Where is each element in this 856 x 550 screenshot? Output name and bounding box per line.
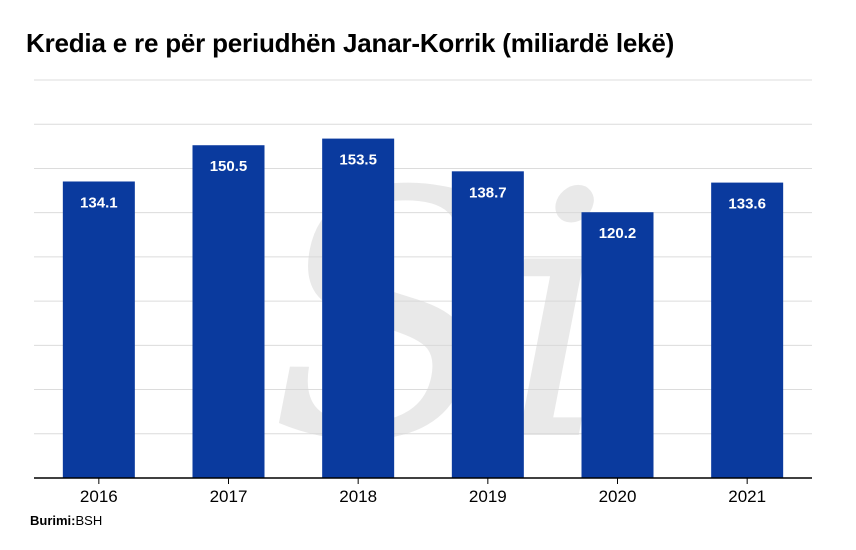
bar-2017 (192, 145, 265, 478)
bar-value-label-2018: 153.5 (339, 152, 377, 169)
source-value: BSH (75, 513, 103, 528)
chart-title: Kredia e re për periudhën Janar-Korrik (… (26, 28, 675, 58)
x-tick-label-2016: 2016 (80, 487, 118, 506)
bar-2018 (322, 138, 395, 478)
source-note: Burimi:BSH (30, 513, 102, 528)
watermark-letters: Si (269, 120, 611, 516)
bar-value-label-2020: 120.2 (599, 225, 637, 242)
x-tick-label-2017: 2017 (210, 487, 248, 506)
x-tick-label-2021: 2021 (728, 487, 766, 506)
source-label: Burimi: (30, 513, 76, 528)
gridlines (34, 79, 812, 435)
bar-2020 (581, 212, 654, 479)
x-axis-tick-labels: 2016 2017 2018 2019 2020 2021 (80, 487, 766, 506)
bar-2019 (451, 171, 524, 478)
x-tick-label-2020: 2020 (599, 487, 637, 506)
x-tick-label-2019: 2019 (469, 487, 507, 506)
bar-value-label-2017: 150.5 (210, 158, 248, 175)
x-axis-ticks (98, 478, 748, 484)
bar-value-label-2016: 134.1 (80, 194, 118, 211)
bars (62, 138, 784, 479)
bar-value-labels: 134.1 150.5 153.5 138.7 120.2 133.6 (80, 152, 766, 243)
bar-2021 (711, 182, 784, 478)
bar-2016 (62, 181, 135, 479)
watermark-logo: Si (269, 120, 611, 516)
bar-value-label-2021: 133.6 (728, 196, 766, 213)
x-tick-label-2018: 2018 (339, 487, 377, 506)
bar-value-label-2019: 138.7 (469, 184, 507, 201)
